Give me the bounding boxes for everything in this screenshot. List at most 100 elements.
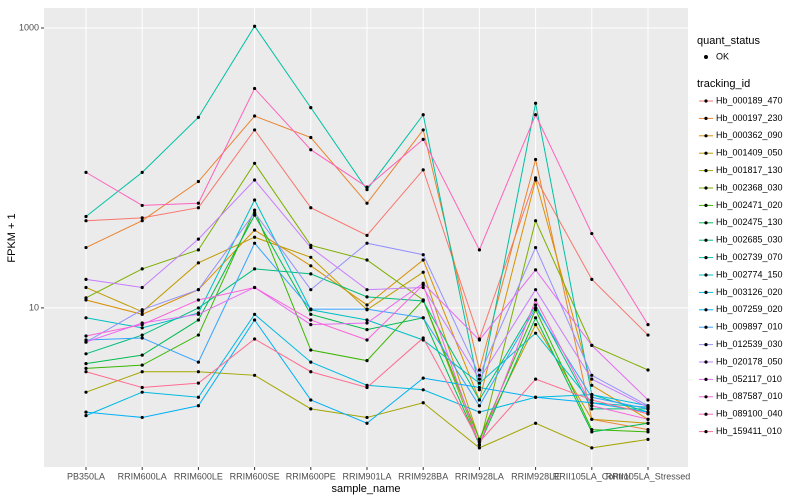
data-point [534, 377, 538, 381]
data-point [365, 185, 369, 189]
data-point [253, 213, 257, 217]
legend-label: Hb_089100_040 [716, 409, 783, 419]
legend-key-point [704, 343, 708, 347]
data-point [534, 219, 538, 223]
data-point [196, 395, 200, 399]
data-point [590, 398, 594, 402]
data-point [140, 353, 144, 357]
data-point [84, 245, 88, 250]
data-point [365, 241, 369, 245]
legend-label: Hb_052117_010 [716, 374, 782, 384]
data-point [365, 188, 369, 192]
data-point [365, 359, 369, 363]
data-point [309, 288, 313, 292]
data-point [477, 385, 481, 390]
data-point [421, 283, 425, 287]
data-point [196, 248, 200, 252]
data-point [646, 322, 650, 327]
data-point [84, 362, 88, 366]
data-point [84, 390, 88, 394]
legend-label: Hb_087587_010 [716, 391, 783, 401]
panel [44, 8, 688, 467]
data-point [534, 178, 538, 182]
data-point [84, 214, 88, 219]
data-point [196, 370, 200, 374]
data-point [309, 148, 313, 152]
data-point [590, 343, 594, 347]
data-point [421, 285, 425, 290]
legend-key-point [704, 203, 708, 207]
legend-label: Hb_009897_010 [716, 322, 783, 332]
data-point [421, 168, 425, 172]
data-point [84, 370, 88, 374]
legend-label: Hb_000189_470 [716, 95, 783, 105]
legend-label: Hb_002368_030 [716, 182, 783, 192]
data-point [196, 318, 200, 322]
data-point [253, 24, 257, 28]
data-point [140, 326, 144, 330]
data-point [140, 219, 144, 223]
data-point [140, 216, 144, 220]
data-point [477, 381, 481, 385]
data-point [477, 248, 481, 252]
legend-label: Hb_002471_020 [716, 200, 783, 210]
data-point [646, 428, 650, 432]
y-tick-label: 10 [29, 302, 39, 312]
data-point [590, 373, 594, 377]
x-tick-label: RRIM928LE [511, 471, 560, 481]
legend-key-point [704, 134, 708, 138]
data-point [534, 288, 538, 292]
x-tick-label: RRIM600PE [286, 471, 336, 481]
data-point [534, 268, 538, 272]
data-point [253, 373, 257, 377]
legend-label: Hb_002475_130 [716, 217, 783, 227]
data-point [309, 318, 313, 322]
data-point [365, 415, 369, 420]
data-point [309, 322, 313, 327]
data-point [84, 334, 88, 338]
x-tick-label: RRIM928BA [398, 471, 448, 481]
data-point [196, 261, 200, 265]
data-point [365, 321, 369, 325]
data-point [253, 285, 257, 290]
legend-label: Hb_001817_130 [716, 165, 783, 175]
legend-key-point [704, 238, 708, 242]
legend-key-point [704, 186, 708, 190]
data-point [309, 135, 313, 140]
data-point [309, 243, 313, 247]
data-point [253, 241, 257, 245]
data-point [253, 208, 257, 212]
data-point [84, 316, 88, 320]
data-point [196, 206, 200, 210]
data-point [253, 161, 257, 165]
data-point [253, 114, 257, 118]
legend-label: Hb_002739_070 [716, 252, 783, 262]
data-point [253, 228, 257, 232]
data-point [590, 231, 594, 236]
data-point [140, 363, 144, 367]
data-point [646, 417, 650, 421]
data-point [646, 421, 650, 425]
data-point [84, 219, 88, 223]
data-point [477, 443, 481, 447]
data-point [477, 338, 481, 342]
data-point [253, 128, 257, 132]
x-tick-label: RRIM600LE [174, 471, 223, 481]
data-point [253, 210, 257, 215]
data-point [534, 298, 538, 302]
x-tick-label: RRIM901LA [342, 471, 391, 481]
data-point [253, 178, 257, 182]
legend-key-point [704, 360, 708, 364]
data-point [196, 237, 200, 241]
data-point [309, 370, 313, 374]
data-point [140, 312, 144, 316]
data-point [196, 360, 200, 364]
data-point [477, 388, 481, 392]
data-point [421, 316, 425, 320]
data-point [646, 412, 650, 416]
legend-label: Hb_159411_010 [716, 426, 782, 436]
legend-label: Hb_007259_020 [716, 304, 783, 314]
point-legend-key [704, 55, 708, 59]
data-point [309, 398, 313, 402]
data-point [196, 201, 200, 205]
